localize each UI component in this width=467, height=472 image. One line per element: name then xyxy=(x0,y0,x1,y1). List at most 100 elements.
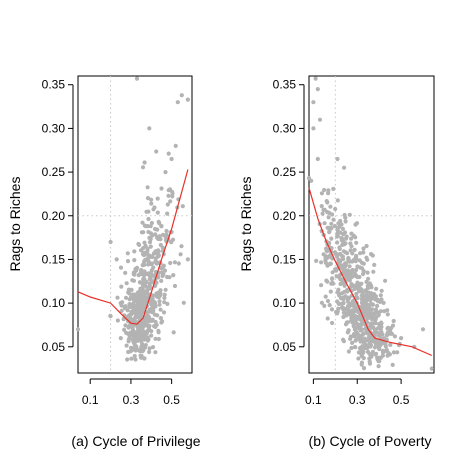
y-tick-label: 0.10 xyxy=(42,296,66,310)
data-point xyxy=(369,353,374,358)
data-point xyxy=(335,226,340,231)
data-point xyxy=(374,351,379,356)
data-point xyxy=(368,322,374,327)
data-point xyxy=(155,210,160,215)
data-point xyxy=(326,215,331,220)
data-point xyxy=(185,97,190,102)
data-point xyxy=(157,302,162,307)
data-point xyxy=(156,328,161,333)
data-point xyxy=(330,320,335,326)
data-point xyxy=(154,280,159,285)
data-point xyxy=(149,220,154,226)
data-point xyxy=(134,347,139,352)
data-point xyxy=(156,336,161,342)
data-point xyxy=(340,236,345,241)
data-point xyxy=(325,225,330,230)
data-point xyxy=(344,320,349,325)
data-point xyxy=(140,296,145,302)
data-point xyxy=(391,350,396,355)
data-point xyxy=(354,267,359,273)
x-tick-label: 0.5 xyxy=(393,393,410,407)
y-tick-label: 0.05 xyxy=(42,340,66,354)
data-point xyxy=(154,149,159,154)
data-point xyxy=(364,279,369,284)
data-point xyxy=(358,339,363,344)
data-point xyxy=(179,93,184,98)
data-point xyxy=(365,270,370,275)
data-point xyxy=(356,356,361,361)
data-point xyxy=(328,289,333,294)
data-point xyxy=(323,294,328,299)
data-point xyxy=(340,295,345,300)
data-point xyxy=(351,303,356,308)
data-point xyxy=(156,249,161,254)
data-point xyxy=(148,244,153,249)
data-point xyxy=(163,170,168,175)
data-point xyxy=(339,305,344,310)
data-point xyxy=(357,289,362,294)
data-point xyxy=(335,289,340,295)
data-point xyxy=(166,193,171,198)
data-point xyxy=(353,317,358,322)
data-point xyxy=(341,314,346,320)
data-point xyxy=(352,308,357,313)
data-point xyxy=(151,273,156,278)
data-point xyxy=(122,327,127,332)
data-point xyxy=(399,336,404,341)
data-point xyxy=(129,356,134,361)
data-point xyxy=(145,196,151,201)
panel-caption: (a) Cycle of Privilege xyxy=(71,433,200,449)
data-point xyxy=(335,254,340,259)
data-point xyxy=(342,212,347,218)
data-point xyxy=(134,76,140,81)
data-point xyxy=(354,253,359,258)
data-point xyxy=(319,283,324,288)
data-point xyxy=(325,298,331,304)
data-point xyxy=(326,188,331,193)
data-point xyxy=(148,224,153,229)
data-point xyxy=(349,345,354,351)
y-axis: 0.05 0.10 0.15 0.20 0.25 0.30 0.35 xyxy=(42,78,74,354)
data-point xyxy=(352,286,357,291)
data-point xyxy=(155,227,160,232)
data-point xyxy=(322,303,327,308)
data-point xyxy=(119,284,124,289)
data-point xyxy=(161,310,167,315)
data-point xyxy=(145,246,150,251)
data-point xyxy=(137,242,142,247)
data-point xyxy=(132,306,137,312)
data-point xyxy=(338,251,343,257)
data-point xyxy=(118,265,124,270)
data-point xyxy=(329,307,335,312)
data-point xyxy=(361,366,367,371)
data-point xyxy=(369,335,374,340)
data-point xyxy=(123,295,129,300)
data-point xyxy=(315,156,320,162)
data-point xyxy=(336,221,341,226)
data-point xyxy=(143,300,148,305)
data-point xyxy=(347,212,352,217)
data-point xyxy=(377,322,382,327)
data-point xyxy=(322,221,327,226)
data-point xyxy=(132,272,137,277)
data-point xyxy=(361,269,366,274)
data-point xyxy=(351,333,356,339)
data-point xyxy=(355,275,360,280)
y-tick-label: 0.30 xyxy=(273,121,297,135)
data-point xyxy=(158,288,163,293)
data-point xyxy=(377,344,382,349)
data-point xyxy=(169,156,174,162)
data-point xyxy=(154,293,159,298)
data-point xyxy=(328,204,333,209)
data-point xyxy=(348,241,353,246)
data-point xyxy=(378,332,383,338)
data-point xyxy=(380,350,386,355)
data-point xyxy=(153,336,158,341)
data-point xyxy=(142,356,147,361)
data-point xyxy=(319,300,324,305)
data-point xyxy=(329,226,334,231)
data-point xyxy=(132,258,137,263)
data-point xyxy=(347,264,352,269)
data-point xyxy=(181,300,186,305)
x-axis: 0.1 0.3 0.5 xyxy=(305,378,410,407)
